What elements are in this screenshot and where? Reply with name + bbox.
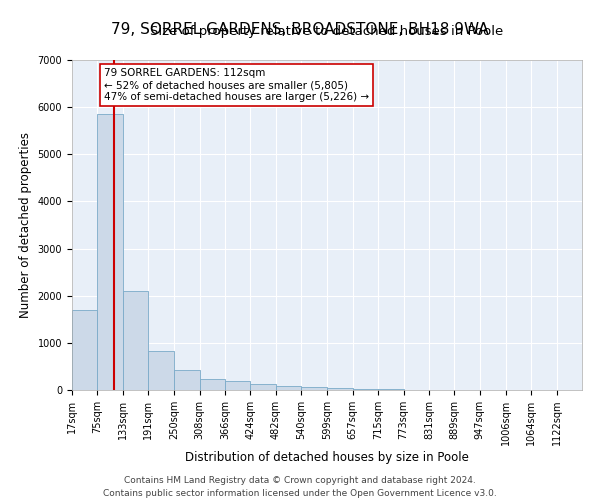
Bar	[353, 389, 378, 390]
Bar	[250, 384, 276, 390]
Bar	[174, 370, 200, 390]
Bar	[301, 388, 327, 390]
Text: Contains HM Land Registry data © Crown copyright and database right 2024.
Contai: Contains HM Land Registry data © Crown c…	[103, 476, 497, 498]
Bar	[97, 114, 123, 390]
Y-axis label: Number of detached properties: Number of detached properties	[19, 132, 32, 318]
X-axis label: Distribution of detached houses by size in Poole: Distribution of detached houses by size …	[185, 451, 469, 464]
Text: 79, SORREL GARDENS, BROADSTONE, BH18 9WA: 79, SORREL GARDENS, BROADSTONE, BH18 9WA	[111, 22, 489, 38]
Bar	[327, 388, 353, 390]
Bar	[225, 382, 250, 390]
Text: 79 SORREL GARDENS: 112sqm
← 52% of detached houses are smaller (5,805)
47% of se: 79 SORREL GARDENS: 112sqm ← 52% of detac…	[104, 68, 369, 102]
Bar	[276, 386, 301, 390]
Bar	[123, 291, 148, 390]
Bar	[72, 310, 97, 390]
Title: Size of property relative to detached houses in Poole: Size of property relative to detached ho…	[151, 25, 503, 38]
Bar	[148, 351, 174, 390]
Bar	[200, 378, 225, 390]
